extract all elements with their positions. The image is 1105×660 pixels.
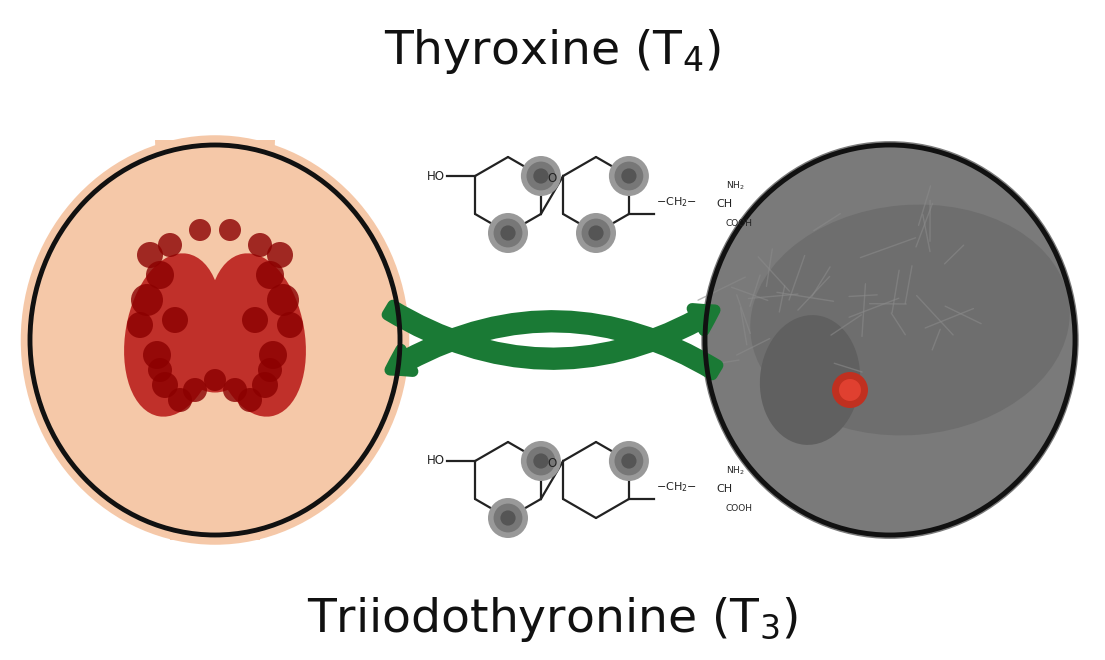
Circle shape bbox=[204, 369, 227, 391]
Circle shape bbox=[277, 312, 303, 338]
Circle shape bbox=[534, 168, 548, 183]
Circle shape bbox=[219, 219, 241, 241]
Text: Thyroxine (T$_4$): Thyroxine (T$_4$) bbox=[385, 28, 720, 77]
Text: $-$CH$_2$$-$: $-$CH$_2$$-$ bbox=[656, 480, 697, 494]
Circle shape bbox=[494, 504, 523, 533]
Circle shape bbox=[223, 378, 248, 402]
Text: CH: CH bbox=[716, 199, 732, 209]
Text: Triiodothyronine (T$_3$): Triiodothyronine (T$_3$) bbox=[307, 595, 798, 645]
Circle shape bbox=[621, 168, 636, 183]
Circle shape bbox=[158, 233, 182, 257]
Ellipse shape bbox=[208, 253, 306, 416]
Circle shape bbox=[534, 453, 548, 469]
Text: HO: HO bbox=[428, 455, 445, 467]
Circle shape bbox=[238, 388, 262, 412]
Circle shape bbox=[839, 379, 861, 401]
Circle shape bbox=[148, 358, 172, 382]
Circle shape bbox=[520, 441, 561, 481]
Circle shape bbox=[614, 162, 643, 190]
FancyArrowPatch shape bbox=[390, 315, 718, 375]
Circle shape bbox=[183, 378, 207, 402]
Text: CH: CH bbox=[716, 484, 732, 494]
Circle shape bbox=[488, 213, 528, 253]
Ellipse shape bbox=[760, 315, 860, 445]
Text: HO: HO bbox=[428, 170, 445, 183]
Circle shape bbox=[267, 242, 293, 268]
Circle shape bbox=[127, 312, 152, 338]
Circle shape bbox=[609, 156, 649, 196]
Text: $-$CH$_2$$-$: $-$CH$_2$$-$ bbox=[656, 195, 697, 209]
Ellipse shape bbox=[750, 205, 1070, 436]
Ellipse shape bbox=[124, 253, 222, 416]
Circle shape bbox=[162, 307, 188, 333]
Text: NH$_2$: NH$_2$ bbox=[726, 465, 745, 477]
Circle shape bbox=[526, 162, 556, 190]
Circle shape bbox=[248, 233, 272, 257]
Text: COOH: COOH bbox=[726, 504, 753, 513]
Circle shape bbox=[494, 218, 523, 248]
Circle shape bbox=[257, 358, 282, 382]
Text: O: O bbox=[547, 457, 557, 470]
Circle shape bbox=[621, 453, 636, 469]
Circle shape bbox=[259, 341, 287, 369]
Circle shape bbox=[501, 226, 516, 241]
Text: O: O bbox=[547, 172, 557, 185]
Ellipse shape bbox=[21, 135, 409, 544]
Circle shape bbox=[576, 213, 615, 253]
Circle shape bbox=[614, 447, 643, 475]
Circle shape bbox=[588, 226, 603, 241]
Text: NH$_2$: NH$_2$ bbox=[726, 180, 745, 192]
Circle shape bbox=[152, 372, 178, 398]
Circle shape bbox=[189, 219, 211, 241]
Circle shape bbox=[832, 372, 869, 408]
Circle shape bbox=[267, 284, 299, 316]
Circle shape bbox=[488, 498, 528, 538]
FancyArrowPatch shape bbox=[387, 305, 715, 364]
Circle shape bbox=[581, 218, 610, 248]
Circle shape bbox=[520, 156, 561, 196]
Circle shape bbox=[168, 388, 192, 412]
Ellipse shape bbox=[702, 141, 1078, 539]
Circle shape bbox=[137, 242, 164, 268]
Circle shape bbox=[609, 441, 649, 481]
Circle shape bbox=[146, 261, 173, 289]
Ellipse shape bbox=[188, 348, 242, 393]
Circle shape bbox=[131, 284, 164, 316]
Circle shape bbox=[143, 341, 171, 369]
Text: COOH: COOH bbox=[726, 219, 753, 228]
Circle shape bbox=[501, 510, 516, 525]
Circle shape bbox=[256, 261, 284, 289]
Circle shape bbox=[526, 447, 556, 475]
Circle shape bbox=[242, 307, 269, 333]
Circle shape bbox=[252, 372, 278, 398]
Polygon shape bbox=[155, 140, 275, 540]
